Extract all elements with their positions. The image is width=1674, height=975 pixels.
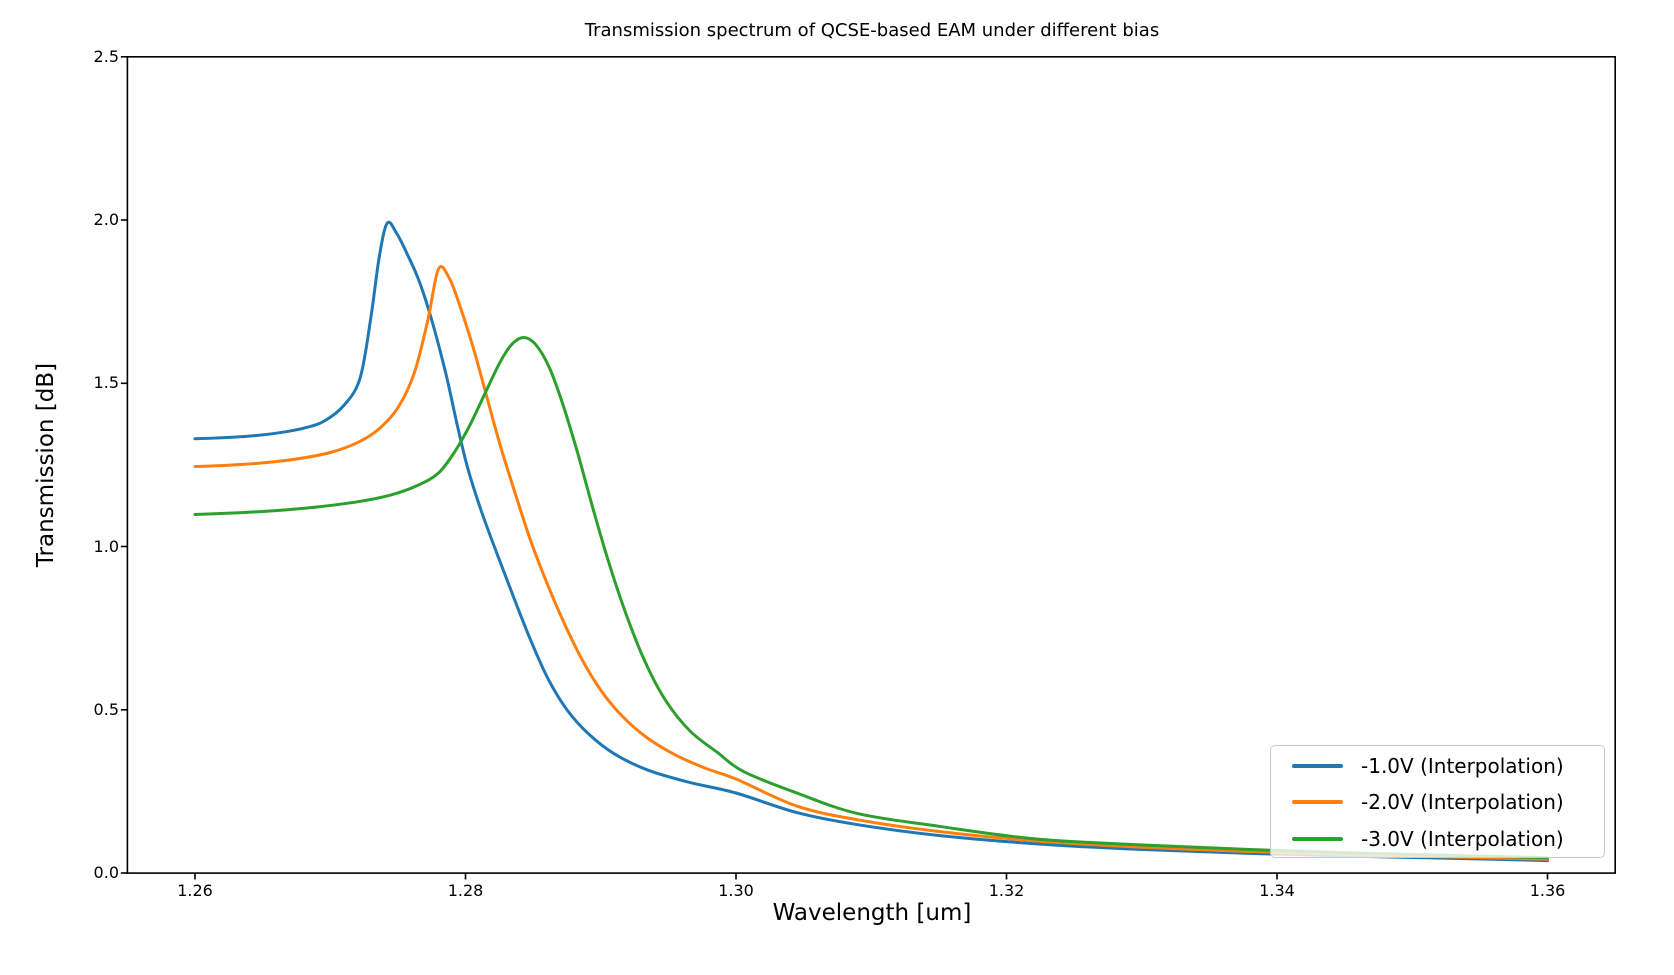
legend-line-swatch: [1292, 800, 1343, 805]
x-tick-label: 1.34: [1259, 881, 1295, 900]
y-tick-label: 0.5: [93, 699, 119, 719]
axes-spines: [126, 55, 1617, 874]
tick-marks: [120, 55, 1549, 880]
series-line-1: [193, 265, 1549, 861]
y-tick-label: 1.0: [93, 536, 119, 556]
x-tick-label: 1.28: [447, 881, 484, 900]
series-line-2: [193, 336, 1549, 860]
x-tick-label: 1.30: [718, 881, 754, 900]
legend-label: -2.0V (Interpolation): [1361, 790, 1564, 815]
series-line-0: [193, 220, 1549, 863]
x-tick-label: 1.36: [1529, 881, 1566, 900]
y-tick-label: 2.0: [93, 210, 119, 229]
legend-item: -3.0V (Interpolation): [1271, 821, 1604, 857]
x-tick-label: 1.32: [988, 881, 1025, 900]
y-tick-label: 1.5: [93, 373, 119, 393]
legend: -1.0V (Interpolation) -2.0V (Interpolatio…: [1270, 745, 1605, 858]
legend-line-swatch: [1292, 764, 1343, 769]
legend-line-swatch: [1292, 836, 1343, 841]
y-tick-label: 0.0: [93, 863, 119, 882]
legend-label: -3.0V (Interpolation): [1361, 826, 1564, 851]
legend-item: -2.0V (Interpolation): [1271, 784, 1604, 820]
legend-item: -1.0V (Interpolation): [1271, 748, 1604, 784]
legend-label: -1.0V (Interpolation): [1361, 754, 1564, 779]
y-tick-label: 2.5: [93, 46, 119, 66]
series-lines: [193, 220, 1549, 863]
x-axis-label: Wavelength [um]: [772, 900, 972, 926]
x-tick-label: 1.26: [177, 881, 213, 900]
axes-frame: [126, 55, 1617, 874]
chart-title: Transmission spectrum of QCSE-based EAM …: [584, 20, 1160, 41]
